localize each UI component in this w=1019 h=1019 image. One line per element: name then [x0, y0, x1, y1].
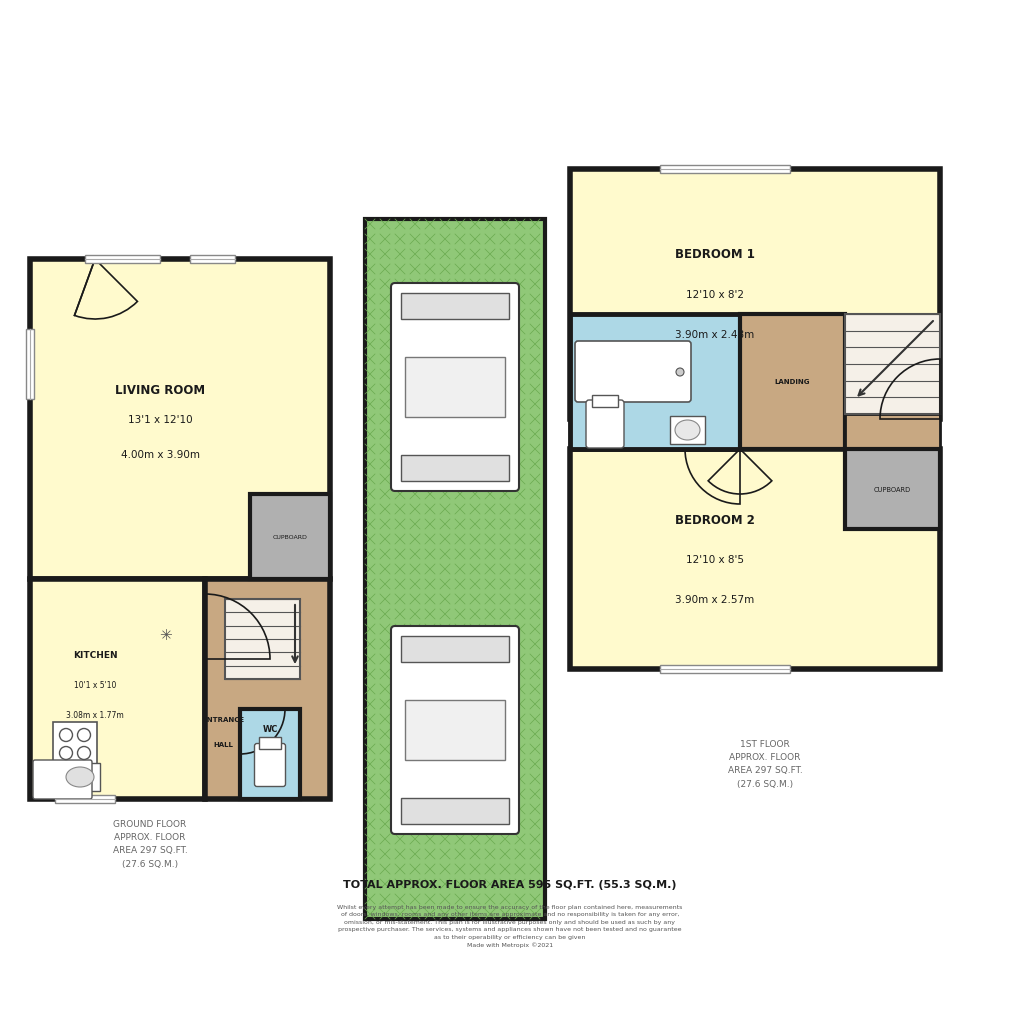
Bar [259, 738, 280, 749]
FancyBboxPatch shape [255, 744, 285, 787]
Bar [405, 358, 504, 418]
Bar [190, 256, 234, 264]
Bar [405, 700, 504, 760]
Text: 12'10 x 8'2: 12'10 x 8'2 [686, 289, 743, 300]
Bar [250, 494, 330, 580]
Text: KITCHEN: KITCHEN [72, 650, 117, 659]
Text: ✳: ✳ [159, 627, 171, 642]
Bar [85, 256, 160, 264]
Text: 3.90m x 2.48m: 3.90m x 2.48m [675, 330, 754, 339]
Bar [570, 170, 940, 420]
Text: TOTAL APPROX. FLOOR AREA 595 SQ.FT. (55.3 SQ.M.): TOTAL APPROX. FLOOR AREA 595 SQ.FT. (55.… [343, 879, 676, 890]
Bar [205, 580, 330, 799]
FancyBboxPatch shape [33, 760, 92, 799]
Text: HALL: HALL [213, 741, 232, 747]
Text: LIVING ROOM: LIVING ROOM [115, 383, 205, 396]
Text: LANDING: LANDING [774, 379, 809, 385]
Bar [844, 449, 940, 530]
Bar [400, 293, 508, 320]
Bar [25, 330, 34, 399]
Bar [400, 798, 508, 824]
Text: 10'1 x 5'10: 10'1 x 5'10 [73, 680, 116, 689]
Ellipse shape [675, 421, 699, 440]
Text: BEDROOM 1: BEDROOM 1 [675, 249, 754, 261]
Bar [844, 415, 940, 449]
FancyBboxPatch shape [390, 283, 519, 491]
Bar [55, 795, 115, 803]
Bar [225, 599, 300, 680]
Circle shape [676, 369, 684, 377]
Bar [60, 763, 100, 791]
Text: CUPBOARD: CUPBOARD [272, 535, 307, 539]
Text: 3.90m x 2.57m: 3.90m x 2.57m [675, 594, 754, 604]
Bar [844, 315, 940, 415]
FancyBboxPatch shape [586, 400, 624, 448]
FancyBboxPatch shape [390, 627, 519, 835]
Bar [365, 220, 544, 919]
Bar [739, 315, 844, 449]
FancyBboxPatch shape [575, 341, 690, 403]
Bar [570, 449, 940, 669]
Text: 13'1 x 12'10: 13'1 x 12'10 [127, 415, 193, 425]
Bar [659, 665, 790, 674]
Bar [30, 260, 330, 580]
Text: WC: WC [262, 725, 277, 734]
Bar [669, 417, 704, 444]
Bar [239, 709, 300, 799]
Text: 3.08m x 1.77m: 3.08m x 1.77m [66, 710, 123, 718]
Text: 1ST FLOOR
APPROX. FLOOR
AREA 297 SQ.FT.
(27.6 SQ.M.): 1ST FLOOR APPROX. FLOOR AREA 297 SQ.FT. … [727, 739, 802, 788]
Text: ENTRANCE: ENTRANCE [202, 716, 244, 722]
Text: 4.00m x 3.90m: 4.00m x 3.90m [120, 449, 200, 460]
Ellipse shape [66, 767, 94, 788]
Text: Whilst every attempt has been made to ensure the accuracy of the floor plan cont: Whilst every attempt has been made to en… [337, 904, 682, 947]
Bar [570, 315, 739, 449]
Bar [400, 637, 508, 662]
Bar [30, 580, 205, 799]
Text: BEDROOM 2: BEDROOM 2 [675, 513, 754, 526]
Bar [400, 455, 508, 482]
Bar [659, 166, 790, 174]
Text: 12'10 x 8'5: 12'10 x 8'5 [686, 554, 743, 565]
Bar [591, 395, 618, 408]
Text: GROUND FLOOR
APPROX. FLOOR
AREA 297 SQ.FT.
(27.6 SQ.M.): GROUND FLOOR APPROX. FLOOR AREA 297 SQ.F… [112, 819, 187, 868]
Text: CUPBOARD: CUPBOARD [873, 486, 910, 492]
Bar [53, 722, 97, 766]
